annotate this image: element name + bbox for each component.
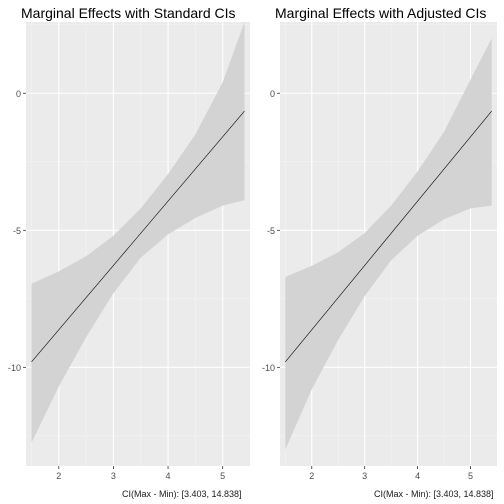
x-tick-label: 2 <box>56 471 61 481</box>
ci-caption-right: CI(Max - Min): [3.403, 14.838] <box>374 489 494 499</box>
x-tick-label: 4 <box>166 471 171 481</box>
y-tick-label: -10 <box>262 363 275 373</box>
confidence-band <box>31 22 245 443</box>
x-tick-label: 4 <box>415 471 420 481</box>
x-tick-label: 3 <box>111 471 116 481</box>
x-tick-label: 5 <box>220 471 225 481</box>
chart-1: -10 -5 0 2 3 4 5 <box>262 22 497 481</box>
y-tick-label: 0 <box>16 89 21 99</box>
x-tick-label: 2 <box>309 471 314 481</box>
x-tick-label: 5 <box>468 471 473 481</box>
y-tick-label: -10 <box>8 363 21 373</box>
estimate-line <box>285 110 492 363</box>
ci-caption-left: CI(Max - Min): [3.403, 14.838] <box>122 489 242 499</box>
y-tick-label: -5 <box>13 226 21 236</box>
y-tick-label: 0 <box>270 89 275 99</box>
confidence-band <box>285 38 492 450</box>
x-tick-label: 3 <box>362 471 367 481</box>
chart-0: -10 -5 0 2 3 4 5 <box>8 22 250 481</box>
chart-title-adjusted: Marginal Effects with Adjusted CIs <box>275 5 487 21</box>
estimate-line <box>31 110 245 363</box>
y-tick-label: -5 <box>267 226 275 236</box>
chart-title-standard: Marginal Effects with Standard CIs <box>21 5 236 21</box>
